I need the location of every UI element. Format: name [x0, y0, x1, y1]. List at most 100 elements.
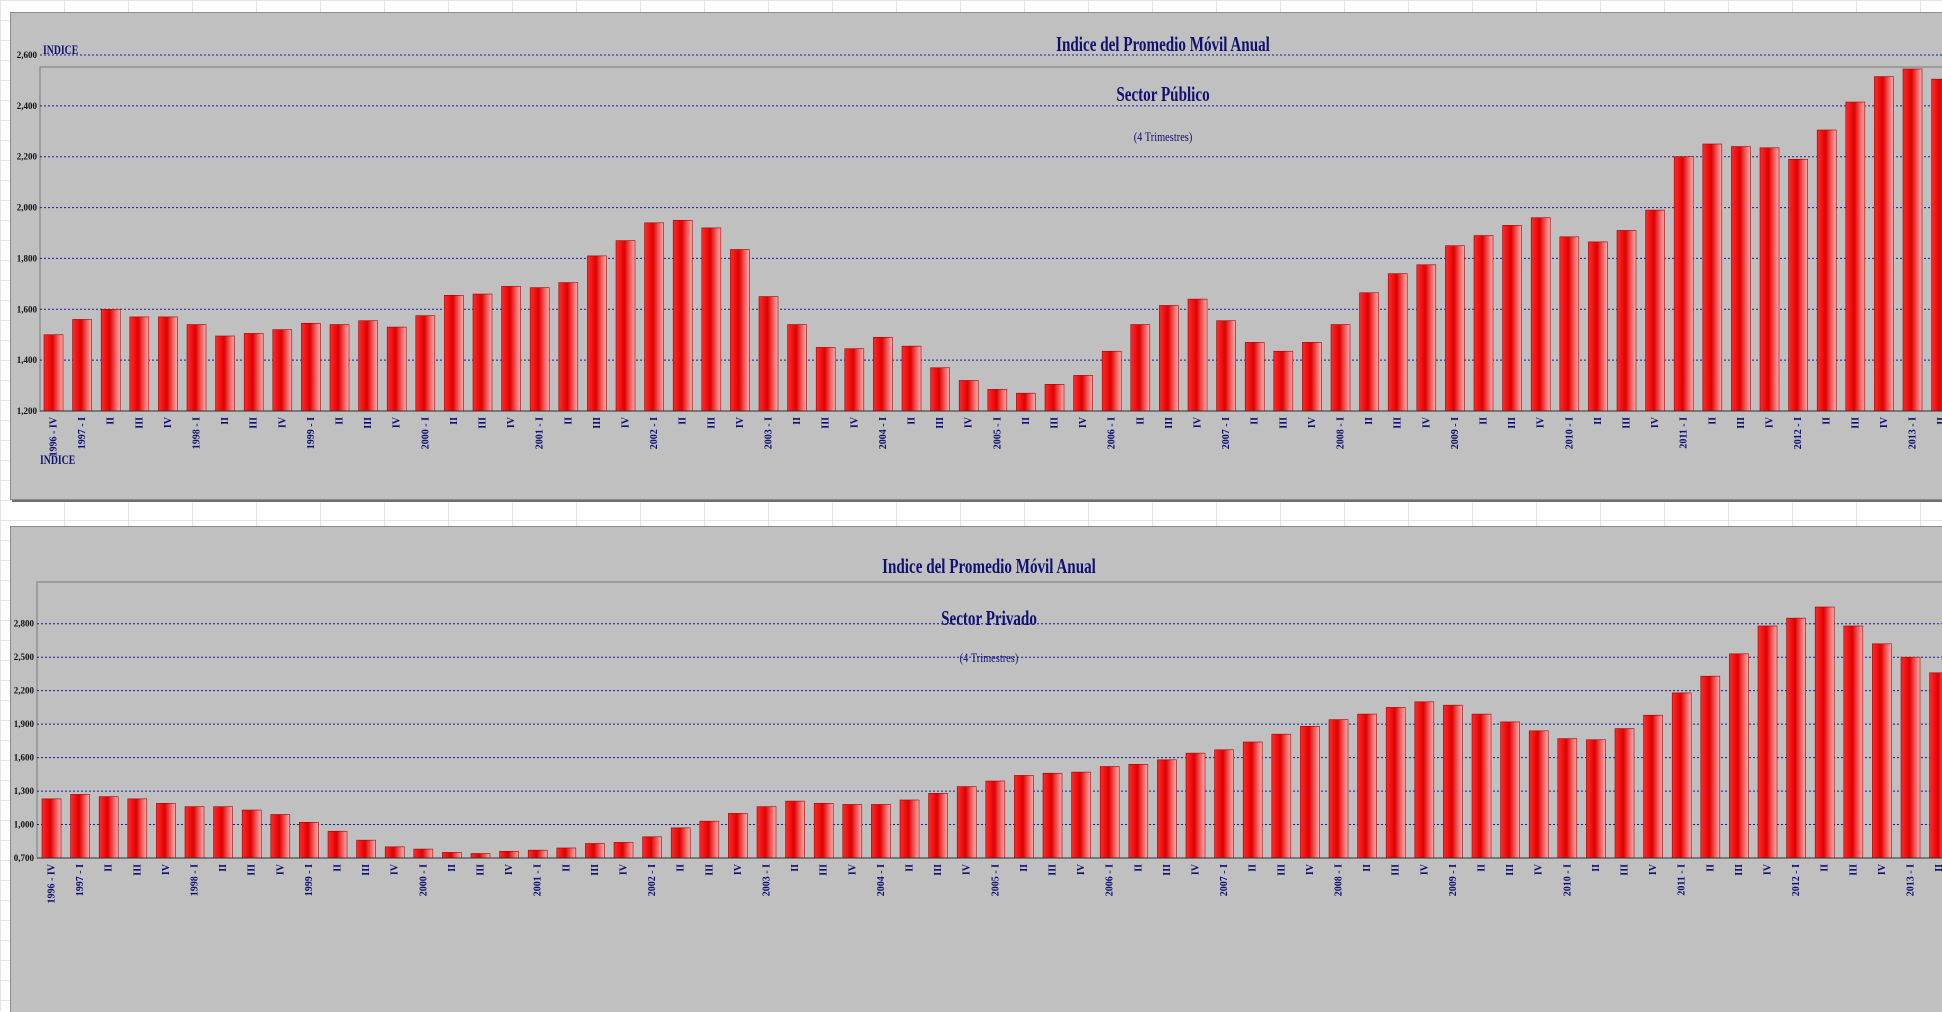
x-tick-label: IV [1307, 416, 1318, 428]
x-tick-label: III [1278, 417, 1289, 429]
bar [1729, 653, 1749, 859]
bar [186, 324, 207, 412]
bar [1302, 342, 1322, 412]
y-tick-label: 0,700 [14, 853, 35, 863]
bar [1757, 625, 1778, 859]
x-tick-label: IV [277, 416, 288, 428]
bar [701, 227, 722, 412]
bar [1929, 672, 1942, 859]
x-tick-label: II [905, 864, 916, 872]
bar [1586, 739, 1606, 859]
bar [270, 814, 291, 859]
bar [1731, 146, 1751, 412]
x-tick-label: 2002 - I [649, 417, 660, 449]
bar [1416, 264, 1437, 412]
x-tick-label: 2011 - I [1677, 864, 1688, 896]
y-tick-label: 1,800 [17, 253, 38, 263]
x-tick-label: IV [964, 416, 975, 428]
bar [873, 336, 893, 412]
x-tick-label: 2000 - I [420, 417, 431, 449]
bar [1071, 771, 1091, 859]
bar [756, 806, 777, 859]
x-tick-label: II [678, 417, 689, 425]
x-tick-label: II [220, 417, 231, 425]
x-tick-label: 2009 - I [1450, 417, 1461, 449]
y-tick-label: 1,600 [14, 753, 35, 763]
chart-subtitle: Sector Privado [941, 607, 1037, 630]
bar [956, 786, 977, 859]
x-tick-label: II [1593, 417, 1604, 425]
x-tick-label: II [1479, 417, 1490, 425]
x-tick-label: 2002 - I [647, 864, 658, 896]
x-tick-label: 2006 - I [1105, 864, 1116, 896]
bar [1443, 704, 1463, 859]
x-tick-label: II [335, 417, 346, 425]
bar [1044, 383, 1065, 412]
x-tick-label: IV [275, 863, 286, 875]
x-tick-label: 2000 - I [418, 864, 429, 896]
x-tick-label: III [592, 417, 603, 429]
x-tick-label: II [1135, 417, 1146, 425]
x-tick-label: II [106, 417, 117, 425]
x-tick-label: IV [1765, 416, 1776, 428]
x-tick-label: III [706, 417, 717, 429]
x-tick-label: III [1276, 864, 1287, 876]
bar [1042, 772, 1063, 859]
bar [1874, 76, 1894, 412]
bar [785, 800, 805, 859]
x-tick-label: II [561, 864, 572, 872]
bar [1614, 728, 1635, 859]
x-tick-label: 2010 - I [1564, 417, 1575, 449]
x-tick-label: IV [1305, 863, 1316, 875]
x-tick-label: II [1133, 864, 1144, 872]
bar [672, 219, 693, 412]
x-tick-label: II [1820, 864, 1831, 872]
bar [243, 333, 264, 412]
bar [1900, 656, 1921, 859]
bar [985, 780, 1006, 859]
x-tick-label: III [1850, 417, 1861, 429]
y-tick-label: 1,300 [14, 786, 35, 796]
y-tick-label: 2,500 [14, 652, 35, 662]
bar [127, 798, 148, 859]
x-tick-label: IV [1078, 416, 1089, 428]
x-tick-label: IV [392, 416, 403, 428]
x-tick-label: III [1622, 417, 1633, 429]
bar [1130, 324, 1151, 412]
bar [70, 794, 90, 859]
x-tick-label: II [790, 864, 801, 872]
bar [558, 282, 579, 412]
bar [413, 848, 434, 859]
x-tick-label: III [247, 864, 258, 876]
bar [472, 293, 493, 412]
x-tick-label: II [218, 864, 229, 872]
bar [871, 804, 891, 859]
x-tick-label: 2013 - I [1906, 864, 1917, 896]
x-tick-label: 2007 - I [1219, 864, 1230, 896]
x-tick-label: III [476, 864, 487, 876]
y-tick-label: 2,200 [14, 686, 35, 696]
bar [1700, 675, 1721, 859]
chart-sector-privado-svg: INDICE Indice del Promedio Móvil Anual S… [14, 454, 1942, 903]
x-tick-label: II [1477, 864, 1488, 872]
x-tick-label: 2012 - I [1791, 864, 1802, 896]
bar [1759, 147, 1780, 412]
x-tick-label: 2003 - I [762, 864, 773, 896]
bar [129, 316, 150, 412]
bar [813, 803, 834, 859]
x-tick-label: III [1734, 864, 1745, 876]
bar [615, 240, 636, 412]
x-tick-label: II [907, 417, 918, 425]
x-tick-label: IV [849, 416, 860, 428]
x-tick-label: 2011 - I [1679, 417, 1690, 449]
bar [928, 792, 948, 859]
bar [156, 803, 176, 859]
x-tick-label: III [361, 864, 372, 876]
x-tick-label: III [478, 417, 489, 429]
x-tick-label: IV [733, 863, 744, 875]
bar [1786, 617, 1806, 859]
chart-sector-privado[interactable]: INDICE Indice del Promedio Móvil Anual S… [10, 454, 1942, 1012]
chart-sector-publico[interactable]: INDICE Indice del Promedio Móvil Anual S… [10, 12, 1942, 500]
x-tick-label: IV [390, 863, 401, 875]
bar [815, 347, 836, 412]
